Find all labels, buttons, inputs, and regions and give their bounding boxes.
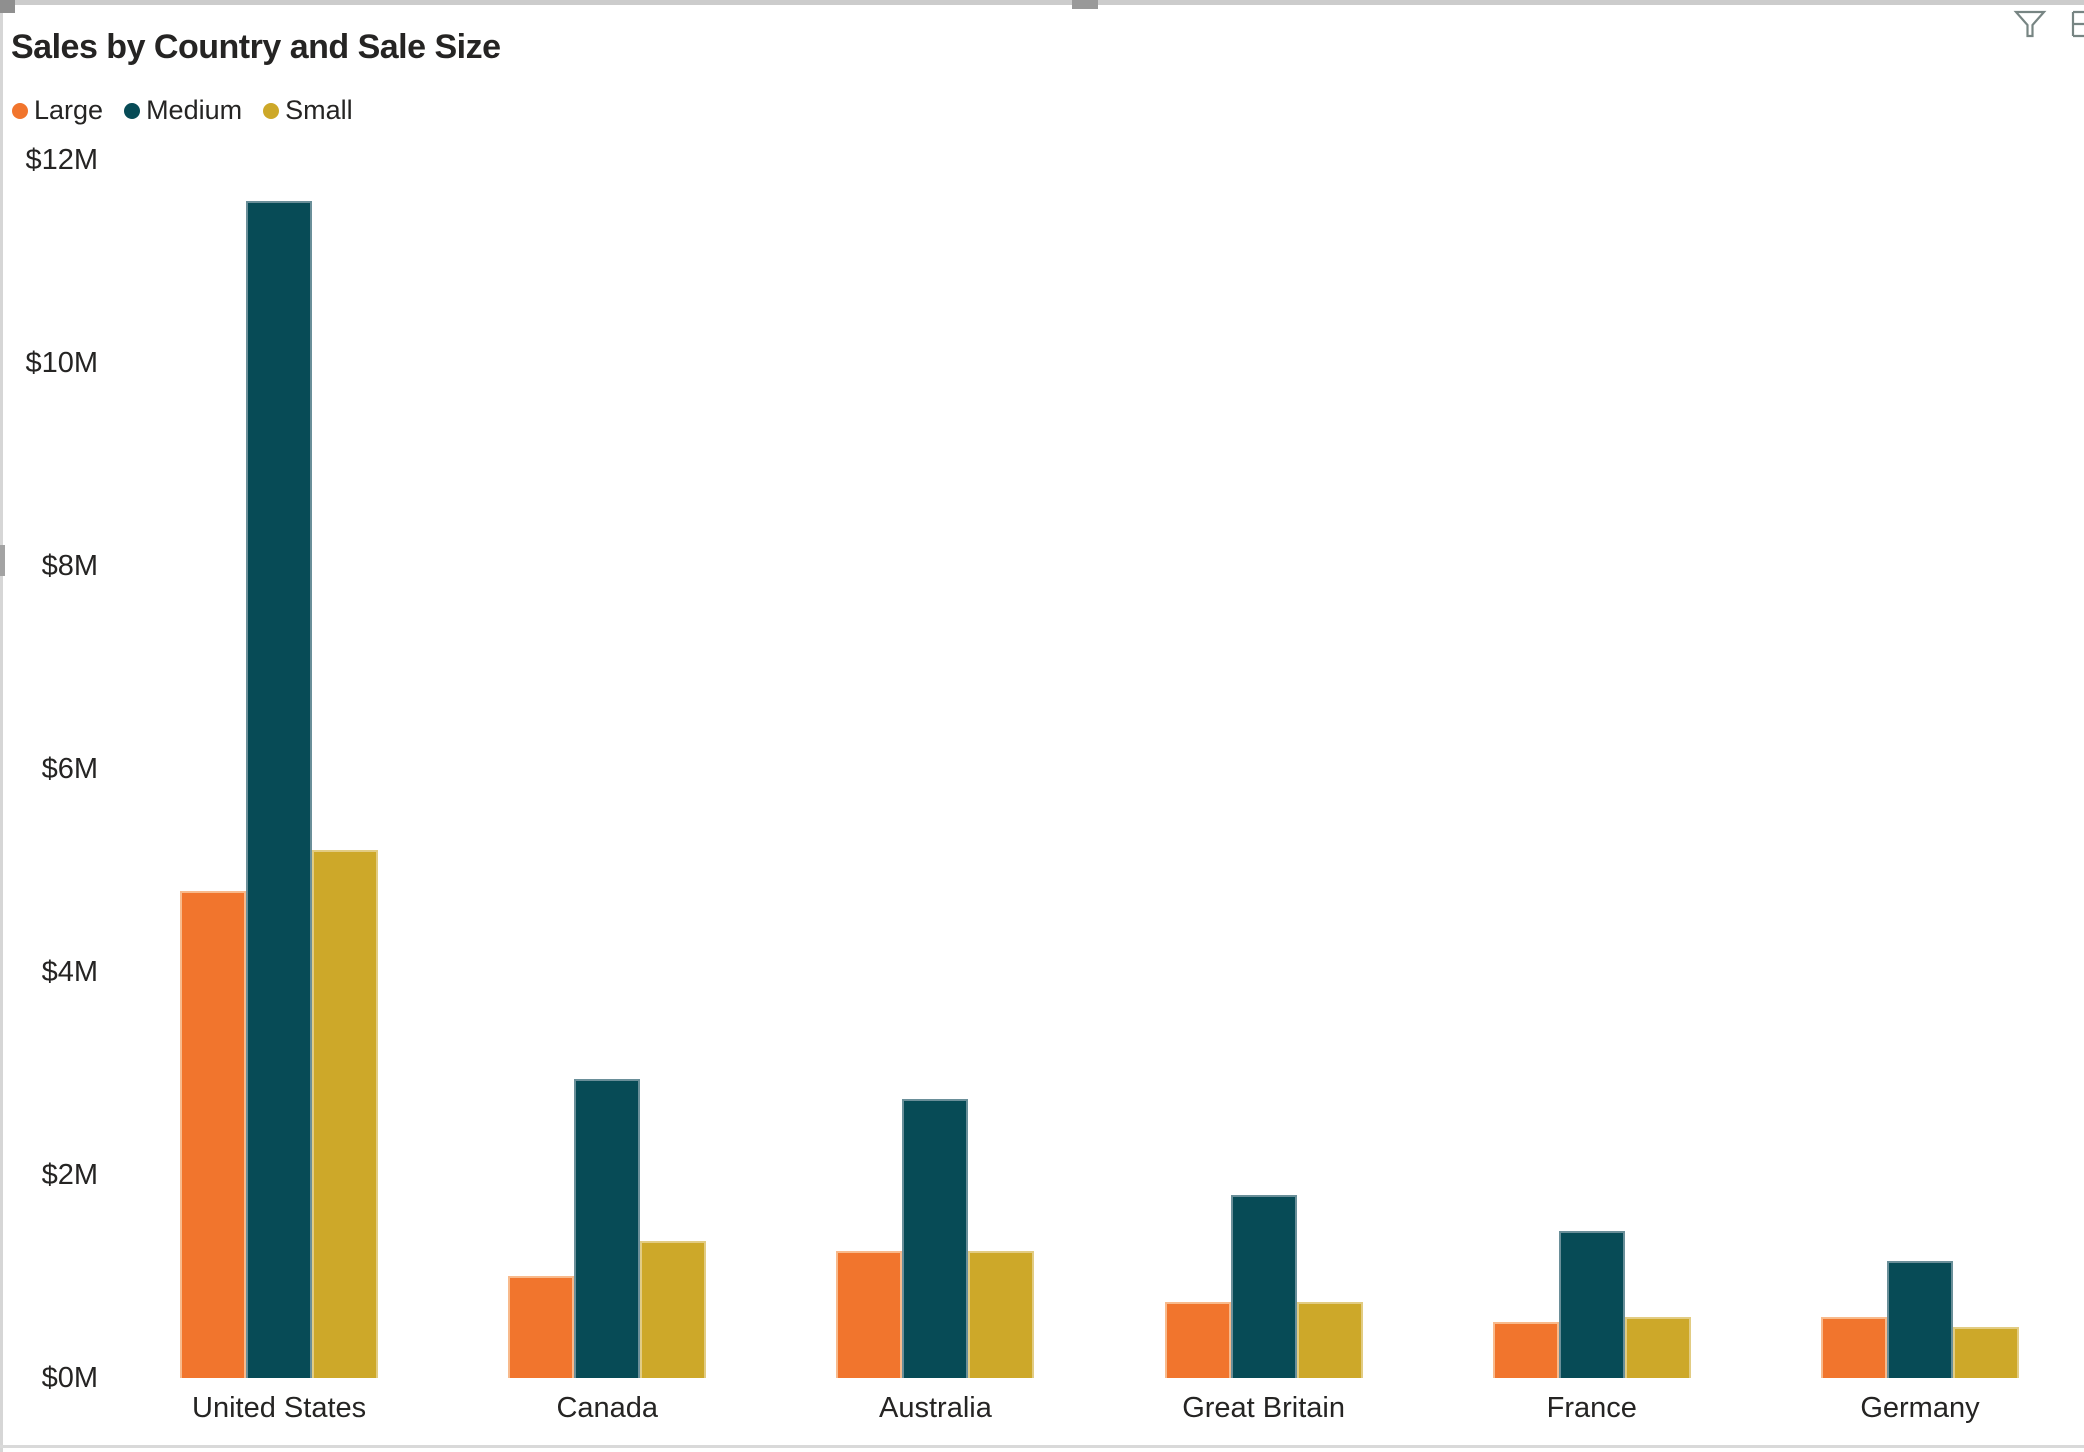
y-tick-label: $0M: [41, 1362, 98, 1394]
bar-medium-united-states[interactable]: [246, 201, 313, 1378]
bar-large-germany[interactable]: [1820, 1317, 1887, 1378]
vertical-scrollbar-track[interactable]: [0, 0, 3, 1452]
bar-small-france[interactable]: [1624, 1317, 1691, 1378]
bar-medium-france[interactable]: [1558, 1231, 1625, 1378]
legend-dot-large: [12, 102, 28, 119]
x-axis-label-australia: Australia: [879, 1392, 992, 1424]
x-axis-label-canada: Canada: [556, 1392, 659, 1424]
horizontal-scrollbar-thumb[interactable]: [1072, 0, 1098, 9]
legend: Large Medium Small: [12, 95, 374, 126]
y-tick-label: $10M: [25, 347, 98, 379]
legend-label: Large: [34, 95, 104, 125]
bar-small-australia[interactable]: [968, 1251, 1035, 1378]
legend-item-medium[interactable]: Medium: [124, 95, 242, 126]
x-axis-label-germany: Germany: [1860, 1392, 1980, 1424]
x-axis-label-france: France: [1546, 1392, 1637, 1424]
bar-medium-canada[interactable]: [574, 1079, 641, 1378]
vertical-scrollbar-thumb[interactable]: [0, 545, 5, 576]
bar-large-united-states[interactable]: [180, 891, 247, 1378]
bar-large-canada[interactable]: [508, 1276, 575, 1378]
bar-small-canada[interactable]: [640, 1241, 707, 1378]
scrollbar-corner: [0, 0, 15, 13]
canvas-bottom-border: [0, 1445, 2084, 1448]
bar-large-australia[interactable]: [836, 1251, 903, 1378]
bar-small-great-britain[interactable]: [1296, 1302, 1363, 1378]
y-axis: $0M $2M $4M $6M $8M $10M $12M: [0, 0, 98, 1452]
legend-item-small[interactable]: Small: [263, 95, 353, 126]
focus-mode-icon[interactable]: [2071, 8, 2084, 43]
visual-header-toolbar: [2013, 8, 2084, 43]
plot-area: [115, 160, 2084, 1378]
bar-group-germany: [1756, 160, 2084, 1378]
x-axis: United States Canada Australia Great Britai…: [115, 1392, 2084, 1425]
legend-label: Medium: [146, 95, 243, 125]
legend-dot-small: [263, 102, 280, 119]
y-tick-label: $12M: [25, 144, 98, 176]
bar-group-france: [1428, 160, 1756, 1378]
filter-icon[interactable]: [2013, 8, 2047, 43]
y-tick-label: $4M: [41, 956, 98, 988]
bar-group-australia: [771, 160, 1099, 1378]
bar-large-great-britain[interactable]: [1164, 1302, 1231, 1378]
y-tick-label: $8M: [41, 550, 98, 582]
y-tick-label: $6M: [41, 753, 98, 785]
bar-small-germany[interactable]: [1952, 1327, 2019, 1378]
bar-large-france[interactable]: [1492, 1322, 1559, 1378]
bar-group-united-states: [115, 160, 443, 1378]
x-axis-label-great-britain: Great Britain: [1182, 1392, 1345, 1424]
bar-medium-great-britain[interactable]: [1230, 1195, 1297, 1378]
x-axis-label-united-states: United States: [192, 1392, 367, 1424]
bar-small-united-states[interactable]: [312, 850, 379, 1378]
bar-group-canada: [443, 160, 771, 1378]
legend-dot-medium: [124, 102, 141, 119]
legend-item-large[interactable]: Large: [12, 95, 103, 126]
bar-medium-australia[interactable]: [902, 1099, 969, 1378]
bar-medium-germany[interactable]: [1886, 1261, 1953, 1378]
bar-group-great-britain: [1100, 160, 1428, 1378]
y-tick-label: $2M: [41, 1159, 98, 1191]
chart-title: Sales by Country and Sale Size: [11, 27, 501, 66]
horizontal-scrollbar-track[interactable]: [0, 0, 2084, 5]
legend-label: Small: [285, 95, 353, 125]
